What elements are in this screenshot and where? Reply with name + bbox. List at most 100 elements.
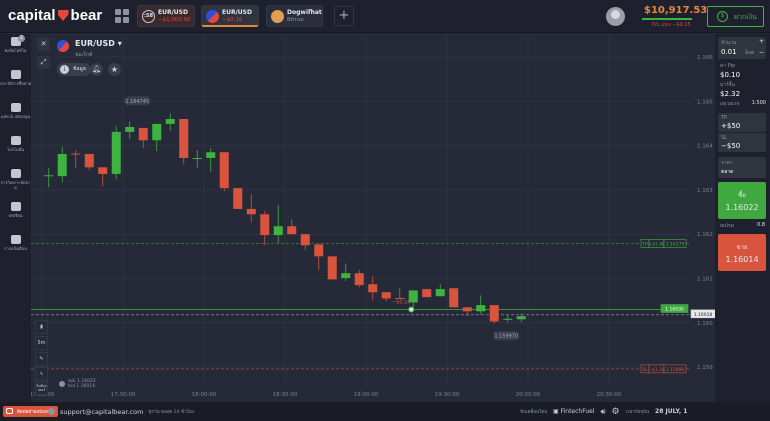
tab-eurusd-1[interactable]: :58 EUR/USD −$1,000.00 <box>137 5 195 27</box>
instrument-selector[interactable]: EUR/USD ▾ <box>75 39 122 48</box>
candle-body <box>138 127 148 141</box>
sell-button[interactable]: ขาย 1.16014 <box>718 234 766 271</box>
candle-body <box>57 154 67 177</box>
briefcase-icon <box>10 37 21 46</box>
tp-field[interactable]: TP +$50 <box>718 113 766 132</box>
x-tick-label: 17:00:00 <box>31 392 55 398</box>
sidebar-item-briefcase[interactable]: พอร์ตโฟลิโอ 2 <box>0 34 31 67</box>
sidebar-item-megaphone[interactable]: โปรโมชั่น <box>0 133 31 166</box>
buy-button[interactable]: ซื้อ 1.16022 <box>718 182 766 219</box>
sidebar-item-clock[interactable]: ประวัติการซื้อขาย <box>0 67 31 100</box>
support-email[interactable]: support@capitalbear.com <box>60 407 144 416</box>
tab-pl: −$0.16 <box>222 17 243 23</box>
ask-bid: ask 1.16022 bid 1.16014 <box>68 379 96 389</box>
sidebar-item-graduation[interactable]: บทเรียน <box>0 199 31 232</box>
y-tick-label: 1.164 <box>697 144 713 150</box>
chat-icon <box>6 408 13 414</box>
gear-icon[interactable]: ⚙ <box>611 406 620 417</box>
support-hours: ทุกวัน ตลอด 24 ชั่วโมง <box>148 410 195 415</box>
grid-menu-button[interactable] <box>112 6 132 26</box>
info-button[interactable]: i ข้อมูล <box>57 63 91 76</box>
sidebar-item-label: พอร์ตโฟลิโอ <box>4 48 27 53</box>
amount-field[interactable]: จำนวน 0.01 ล็อต + − <box>718 37 766 59</box>
star-icon[interactable]: ★ <box>108 63 121 76</box>
footer: ติดต่อฝ่ายสนับสนุน support@capitalbear.c… <box>0 402 770 421</box>
pip-info: ค่า Pip $0.10 มาร์จิ้น $2.32 เลเวอเรจ 1:500 <box>720 63 766 107</box>
x-tick-label: 20:00:00 <box>516 392 541 398</box>
candle-body <box>395 297 405 299</box>
candle-body <box>71 153 81 155</box>
candle-body <box>449 288 459 308</box>
timeframe-button[interactable]: 5m <box>35 336 48 350</box>
info-icon: i <box>60 65 69 74</box>
candle-body <box>354 273 364 286</box>
tab-title: Dogwifhat (O... <box>287 9 322 16</box>
tab-eurusd-2[interactable]: EUR/USD −$0.16 <box>201 5 259 27</box>
candle-body <box>260 214 270 236</box>
increment-button[interactable]: + <box>758 38 764 45</box>
sidebar-item-analysis[interactable]: การวิเคราะห์ตลาด <box>0 166 31 199</box>
low-label: 1.159970 <box>494 334 518 340</box>
balance[interactable]: $10,917.53 <box>644 5 708 16</box>
tp-tag: TP <box>641 242 648 248</box>
spread: สเปรด 0.8 <box>720 222 765 229</box>
candle-body <box>435 289 445 297</box>
candle-body <box>368 284 378 293</box>
logo[interactable]: capital bear <box>8 7 103 24</box>
tab-dogwifhat[interactable]: Dogwifhat (O...Bitrue <box>266 5 323 27</box>
x-tick-label: 17:30:00 <box>111 392 136 398</box>
footer-right: ขับเคลื่อนโดย ▣ FintechFuel 🔊︎ ⚙ เวลาปัจ… <box>520 402 687 421</box>
y-tick-label: 1.159 <box>697 365 713 371</box>
support-button[interactable]: ติดต่อฝ่ายสนับสนุน <box>3 406 58 417</box>
draw-tool-button[interactable]: ✎ <box>35 352 48 366</box>
current-price-tag: 1.16018 <box>694 312 713 318</box>
candle-body <box>219 152 229 189</box>
current-date: 28 JULY, 1 <box>655 408 688 415</box>
powered-by: ขับเคลื่อนโดย <box>520 410 547 415</box>
candle-body <box>233 188 243 209</box>
candle-body <box>192 158 202 160</box>
x-tick-label: 19:30:00 <box>435 392 460 398</box>
chart-type-button[interactable]: ▮ <box>35 320 48 334</box>
dollar-icon: $ <box>717 11 728 22</box>
candle-body <box>206 152 216 159</box>
bid-price: bid 1.16014 <box>68 384 96 389</box>
sl-field[interactable]: SL −$50 <box>718 133 766 152</box>
bell-icon[interactable]: 🔔︎ <box>90 63 103 76</box>
sidebar-item-label: แชท & สนับสนุน <box>0 114 31 119</box>
price-mode-field[interactable]: ราคา ตลาด <box>718 157 766 178</box>
candle-body <box>408 290 418 303</box>
x-tick-label: 18:00:00 <box>192 392 217 398</box>
close-chart-button[interactable]: ✕ <box>37 38 50 51</box>
y-tick-label: 1.162 <box>697 232 713 238</box>
add-tab-button[interactable]: + <box>334 6 354 26</box>
indicator-wave-button[interactable]: ∿ <box>35 367 48 381</box>
tp-price-box <box>663 239 687 248</box>
ask-price: ask 1.16022 <box>68 379 96 384</box>
sidebar-item-bell[interactable]: การแจ้งเตือน <box>0 232 31 265</box>
candle-body <box>300 234 310 246</box>
deposit-button[interactable]: $ ฝากเงิน <box>707 6 764 27</box>
eye-icon[interactable] <box>59 381 65 387</box>
candle-body <box>111 131 121 174</box>
sidebar-item-chat[interactable]: แชท & สนับสนุน <box>0 100 31 133</box>
candle-body <box>179 119 189 159</box>
sidebar-item-label: ประวัติการซื้อขาย <box>0 81 31 86</box>
indicators-button[interactable]: อินดิเคเตอร์ <box>35 382 48 395</box>
expand-icon[interactable]: ⤢ <box>37 56 50 69</box>
candlestick-chart[interactable]: 1.166 1.165 1.164 1.163 1.162 1.161 1.160 1.159… <box>30 34 716 402</box>
avatar[interactable] <box>606 7 625 26</box>
sidebar-item-label: การแจ้งเตือน <box>4 246 27 251</box>
flag-icon <box>57 40 69 52</box>
graduation-icon <box>10 202 21 211</box>
megaphone-icon <box>10 136 21 145</box>
candle-body <box>516 316 526 320</box>
y-tick-label: 1.163 <box>697 188 713 194</box>
y-tick-label: 1.160 <box>697 321 713 327</box>
sound-icon[interactable]: 🔊︎ <box>600 406 606 416</box>
pl-text: P/L แบบ −$0.15 <box>652 22 691 28</box>
entry-marker <box>408 306 415 313</box>
candle-body <box>84 154 94 168</box>
chart-area[interactable]: 1.166 1.165 1.164 1.163 1.162 1.161 1.160 1.159… <box>30 34 716 402</box>
decrement-button[interactable]: − <box>758 49 764 56</box>
